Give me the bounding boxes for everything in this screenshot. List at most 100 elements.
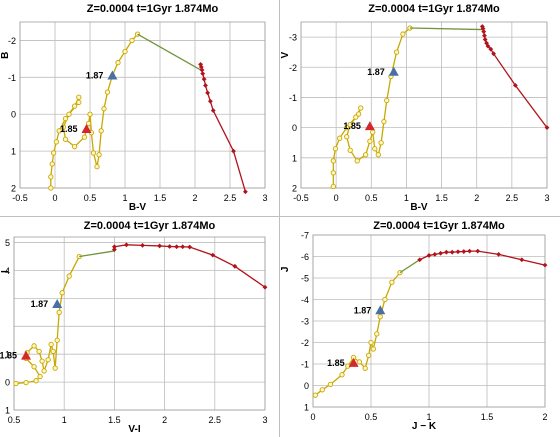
data-point-0-2-10 (243, 189, 248, 195)
chart-panel-v: -0.5 0 0.5 1 1.5 2 2.5 3 2 1 0 -1 -2 -3 Z=0.0004 t=1Gy… (280, 0, 560, 216)
x-tick-label-1-7: 3 (544, 193, 549, 203)
data-point-2-0-18 (66, 273, 72, 279)
x-tick-label-0-0: -0.5 (12, 193, 28, 203)
data-point-0-2-5 (203, 83, 208, 88)
data-point-2-0-15 (54, 337, 60, 343)
data-point-3-2-11 (519, 257, 525, 263)
series-line-1-2 (481, 26, 548, 129)
y-tick-label-0-3: -1 (8, 73, 16, 83)
data-point-3-2-6 (455, 249, 461, 255)
data-point-0-0-6 (62, 115, 69, 122)
data-point-2-0-11 (45, 357, 51, 363)
y-axis-label-B: B (0, 52, 11, 59)
data-point-1-0-17 (375, 152, 381, 158)
data-point-1-2-10 (544, 125, 550, 131)
x-axis-label-B: B-V (129, 202, 147, 213)
chart-title-I: Z=0.0004 t=1Gyr 1.874Mo (84, 220, 216, 232)
data-point-3-2-7 (461, 249, 467, 254)
data-point-0-0-20 (96, 152, 102, 158)
data-point-2-2-2 (124, 242, 129, 248)
data-point-1-2-9 (512, 82, 518, 88)
marker-label-2-0: 1.87 (31, 299, 49, 309)
data-point-1-2-6 (485, 43, 491, 49)
data-point-2-0-4 (31, 364, 37, 370)
data-point-2-0-7 (31, 343, 37, 349)
chart-svg-b: -0.5 0 0.5 1 1.5 2 2.5 3 2 1 0 -1 -2 Z=0.0004 t=1Gyr … (0, 3, 268, 213)
x-axis-label-J: J − K (412, 421, 437, 432)
data-point-1-0-10 (344, 134, 350, 140)
y-tick-label-0-2: 0 (11, 110, 16, 120)
x-tick-label-1-3: 1 (404, 193, 409, 203)
data-point-1-0-0 (330, 183, 336, 190)
marker-label-1-0: 1.87 (367, 67, 385, 77)
data-point-0-2-9 (231, 148, 236, 154)
y-tick-label-2-6: 5 (5, 238, 10, 248)
y-axis-label-J: J (280, 267, 291, 273)
data-point-1-0-3 (332, 146, 339, 152)
data-point-3-2-12 (542, 262, 548, 268)
data-point-0-0-22 (101, 106, 107, 112)
marker-label-0-1: 1.85 (60, 124, 78, 134)
marker-label-2-1: 1.85 (0, 351, 17, 361)
x-tick-label-2-3: 2 (162, 415, 167, 425)
data-point-0-0-5 (56, 128, 62, 134)
y-tick-label-1-4: -2 (289, 63, 297, 73)
data-point-3-0-10 (370, 346, 376, 352)
marker-triangle-0-0 (107, 70, 118, 80)
marker-triangle-2-1 (21, 350, 32, 360)
data-point-2-2-11 (262, 284, 268, 290)
data-point-1-0-7 (358, 105, 364, 111)
x-tick-label-1-5: 2 (474, 193, 479, 203)
data-point-2-0-12 (48, 341, 54, 348)
x-tick-label-1-1: 0 (334, 193, 339, 203)
data-point-3-2-3 (438, 250, 443, 256)
x-tick-label-0-3: 1 (122, 193, 127, 203)
data-point-2-0-17 (59, 290, 65, 296)
data-point-0-0-7 (71, 103, 78, 109)
data-point-0-2-3 (200, 71, 206, 77)
data-point-1-0-14 (367, 138, 373, 144)
x-tick-label-1-2: 0.5 (365, 193, 378, 203)
marker-triangle-1-0 (388, 66, 399, 76)
data-point-2-0-2 (33, 378, 39, 384)
data-point-2-2-7 (180, 244, 186, 250)
x-axis-label-V: B-V (410, 202, 428, 213)
series-line-2-1 (79, 250, 115, 258)
data-point-1-0-23 (400, 31, 406, 37)
data-point-0-0-23 (104, 89, 111, 95)
chart-panel-b: -0.5 0 0.5 1 1.5 2 2.5 3 2 1 0 -1 -2 Z=0.0004 t=1Gyr … (0, 0, 279, 216)
y-axis-label-I: I (0, 270, 11, 273)
y-tick-label-0-0: 2 (11, 184, 16, 194)
data-point-3-2-8 (467, 248, 472, 254)
data-point-0-0-15 (85, 120, 92, 127)
data-point-0-0-3 (50, 150, 57, 156)
data-point-0-0-26 (122, 48, 128, 55)
data-point-3-0-0 (312, 392, 318, 398)
data-point-0-0-8 (76, 94, 82, 100)
data-point-1-2-8 (491, 51, 496, 57)
plot-frame-B (19, 21, 266, 189)
data-point-1-2-1 (480, 26, 486, 32)
x-tick-label-3-1: 0.5 (365, 412, 378, 422)
marker-label-1-1: 1.85 (343, 121, 361, 131)
x-tick-label-2-2: 1.5 (108, 415, 121, 425)
marker-triangle-3-0 (375, 305, 386, 315)
marker-triangle-1-1 (364, 121, 375, 131)
data-point-2-2-4 (157, 243, 162, 249)
y-tick-label-3-2: -1 (301, 360, 309, 370)
data-point-2-2-1 (112, 244, 117, 250)
series-line-0-1 (137, 33, 201, 71)
data-point-3-0-11 (374, 331, 380, 337)
marker-label-3-0: 1.87 (354, 305, 372, 315)
data-point-0-0-21 (98, 128, 104, 134)
data-point-0-2-7 (208, 98, 213, 104)
data-point-0-2-4 (201, 76, 207, 82)
data-point-0-2-6 (205, 90, 210, 96)
data-point-1-0-5 (344, 124, 350, 131)
x-tick-label-1-4: 1.5 (435, 193, 448, 203)
y-tick-label-1-5: -3 (289, 33, 297, 43)
x-tick-label-2-1: 1 (62, 415, 67, 425)
data-point-0-2-8 (210, 108, 216, 113)
y-tick-label-3-3: -2 (301, 338, 309, 348)
